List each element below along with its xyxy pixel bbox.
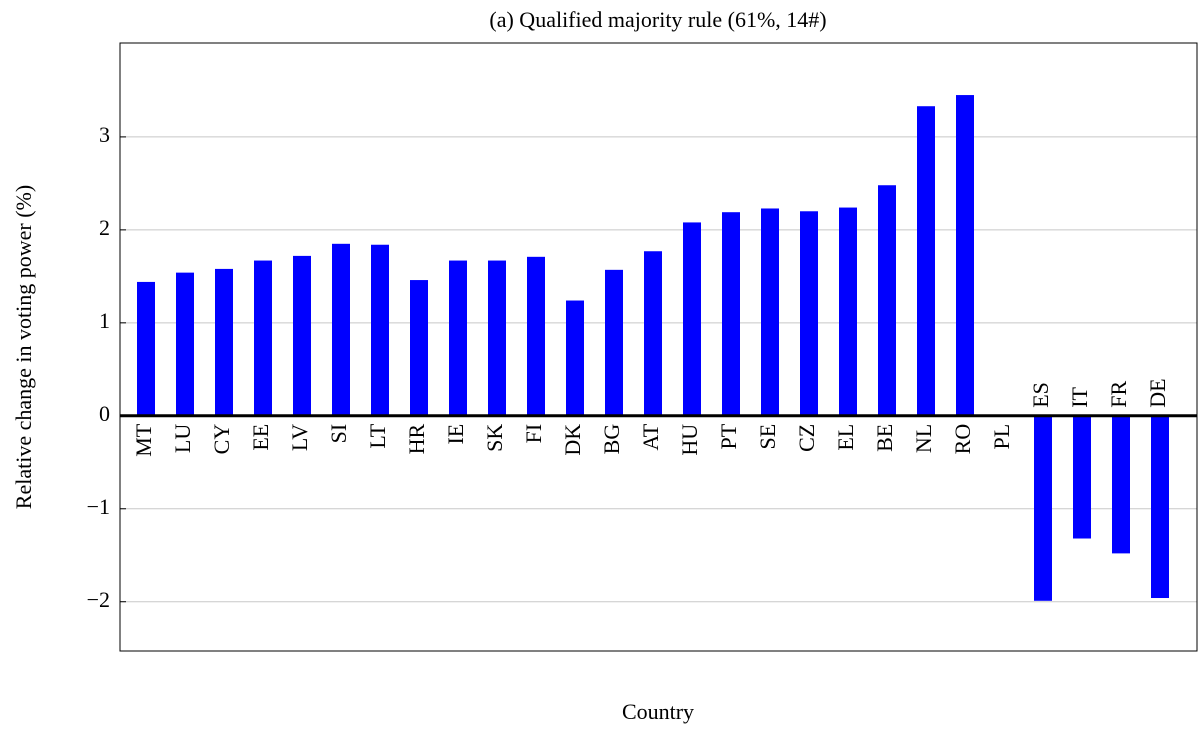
x-tick-label: SK <box>482 424 507 452</box>
bar <box>215 268 233 416</box>
bar <box>1112 415 1130 554</box>
bar <box>878 185 896 416</box>
x-tick-label: CZ <box>794 424 819 452</box>
x-tick-label: FI <box>521 424 546 444</box>
bar <box>761 208 779 416</box>
x-axis-label: Country <box>622 699 694 724</box>
x-tick-label: MT <box>131 423 156 457</box>
bar <box>137 281 155 416</box>
x-tick-label: BG <box>599 424 624 455</box>
bar <box>293 255 311 416</box>
x-tick-label: IT <box>1067 386 1092 407</box>
bar <box>1151 415 1169 599</box>
y-axis-label: Relative change in voting power (%) <box>11 185 36 509</box>
bar <box>1073 415 1091 539</box>
x-tick-label: DE <box>1145 378 1170 407</box>
bar <box>839 207 857 416</box>
x-tick-label: EL <box>833 424 858 451</box>
y-tick-label: −2 <box>87 587 110 612</box>
x-tick-label: LU <box>170 424 195 453</box>
x-tick-label: NL <box>911 424 936 453</box>
y-tick-label: −1 <box>87 494 110 519</box>
bar <box>449 260 467 416</box>
bar <box>410 280 428 416</box>
bar <box>722 212 740 416</box>
bar <box>683 222 701 416</box>
chart-title: (a) Qualified majority rule (61%, 14#) <box>489 7 826 32</box>
bar <box>332 243 350 416</box>
bar <box>488 260 506 416</box>
bar <box>176 272 194 416</box>
bar <box>1034 415 1052 601</box>
x-tick-label: RO <box>950 424 975 455</box>
x-tick-label: HU <box>677 424 702 456</box>
bar <box>527 256 545 416</box>
bar <box>800 211 818 416</box>
x-tick-label: AT <box>638 423 663 450</box>
plot-frame <box>119 42 1198 652</box>
bar <box>644 251 662 416</box>
x-tick-label: FR <box>1106 381 1131 408</box>
x-tick-label: PT <box>716 423 741 449</box>
x-tick-label: IE <box>443 424 468 445</box>
x-tick-label: PL <box>989 424 1014 450</box>
bar <box>605 269 623 416</box>
x-tick-label: LV <box>287 424 312 451</box>
bar <box>566 300 584 416</box>
bar <box>956 95 974 416</box>
x-tick-label: ES <box>1028 382 1053 408</box>
x-tick-label: LT <box>365 423 390 448</box>
x-tick-label: BE <box>872 424 897 452</box>
x-tick-label: EE <box>248 424 273 451</box>
x-tick-label: HR <box>404 423 429 454</box>
x-tick-label: DK <box>560 424 585 456</box>
y-tick-label: 1 <box>99 308 110 333</box>
y-tick-label: 3 <box>99 122 110 147</box>
x-tick-label: SE <box>755 424 780 450</box>
y-tick-label: 0 <box>99 401 110 426</box>
bar <box>371 244 389 416</box>
x-tick-label: CY <box>209 424 234 455</box>
bar <box>254 260 272 416</box>
x-tick-label: SI <box>326 424 351 444</box>
y-tick-label: 2 <box>99 215 110 240</box>
bar <box>917 106 935 416</box>
